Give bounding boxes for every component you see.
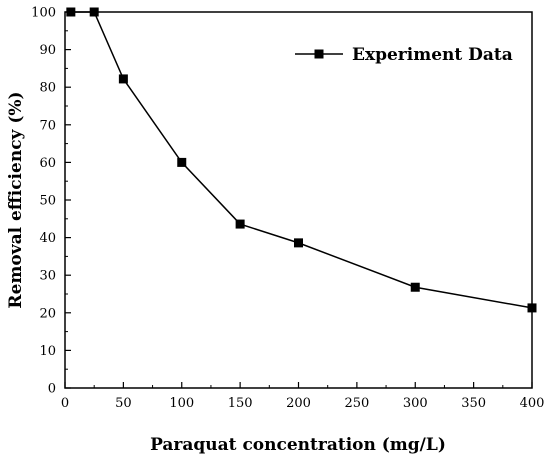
plot-frame	[64, 11, 533, 389]
x-tick-label: 200	[286, 396, 311, 411]
data-point	[294, 238, 303, 248]
x-tick-label: 100	[169, 396, 194, 411]
y-axis-title: Removal efficiency (%)	[6, 91, 26, 308]
data-point	[527, 303, 537, 313]
x-tick-label: 0	[61, 396, 69, 411]
y-tick-label: 50	[39, 194, 56, 209]
data-point	[89, 7, 99, 17]
y-tick-label: 40	[39, 231, 56, 246]
legend-marker	[314, 49, 324, 59]
data-point	[177, 157, 187, 167]
y-tick-label: 100	[31, 6, 56, 21]
data-point	[235, 219, 245, 229]
x-ticks: 0 50 100 150 200 250 300 350 400	[61, 382, 545, 411]
series-line	[70, 11, 533, 309]
x-tick-label: 250	[344, 396, 369, 411]
y-tick-label: 90	[39, 43, 56, 58]
y-ticks: 0 10 20 30 40 50 60 70 80 90 100	[31, 6, 71, 397]
data-point	[118, 74, 128, 84]
y-tick-label: 20	[39, 306, 56, 321]
y-tick-label: 30	[39, 269, 56, 284]
y-tick-label: 80	[39, 81, 56, 96]
x-tick-label: 150	[228, 396, 253, 411]
data-point	[410, 282, 420, 292]
x-tick-label: 400	[520, 396, 545, 411]
series-layer	[66, 7, 537, 313]
legend-label: Experiment Data	[352, 45, 513, 65]
y-tick-label: 70	[39, 118, 56, 133]
data-point	[66, 7, 76, 17]
y-tick-label: 60	[39, 156, 56, 171]
y-tick-label: 10	[39, 344, 56, 359]
legend: Experiment Data	[295, 45, 513, 65]
x-axis-title: Paraquat concentration (mg/L)	[150, 435, 446, 455]
x-tick-label: 300	[403, 396, 428, 411]
axes: 0 50 100 150 200 250 300 350 400 0 10 20 30 40 50 60 70…	[6, 6, 544, 456]
y-tick-label: 0	[48, 382, 56, 397]
x-tick-label: 50	[115, 396, 132, 411]
x-tick-label: 350	[461, 396, 486, 411]
